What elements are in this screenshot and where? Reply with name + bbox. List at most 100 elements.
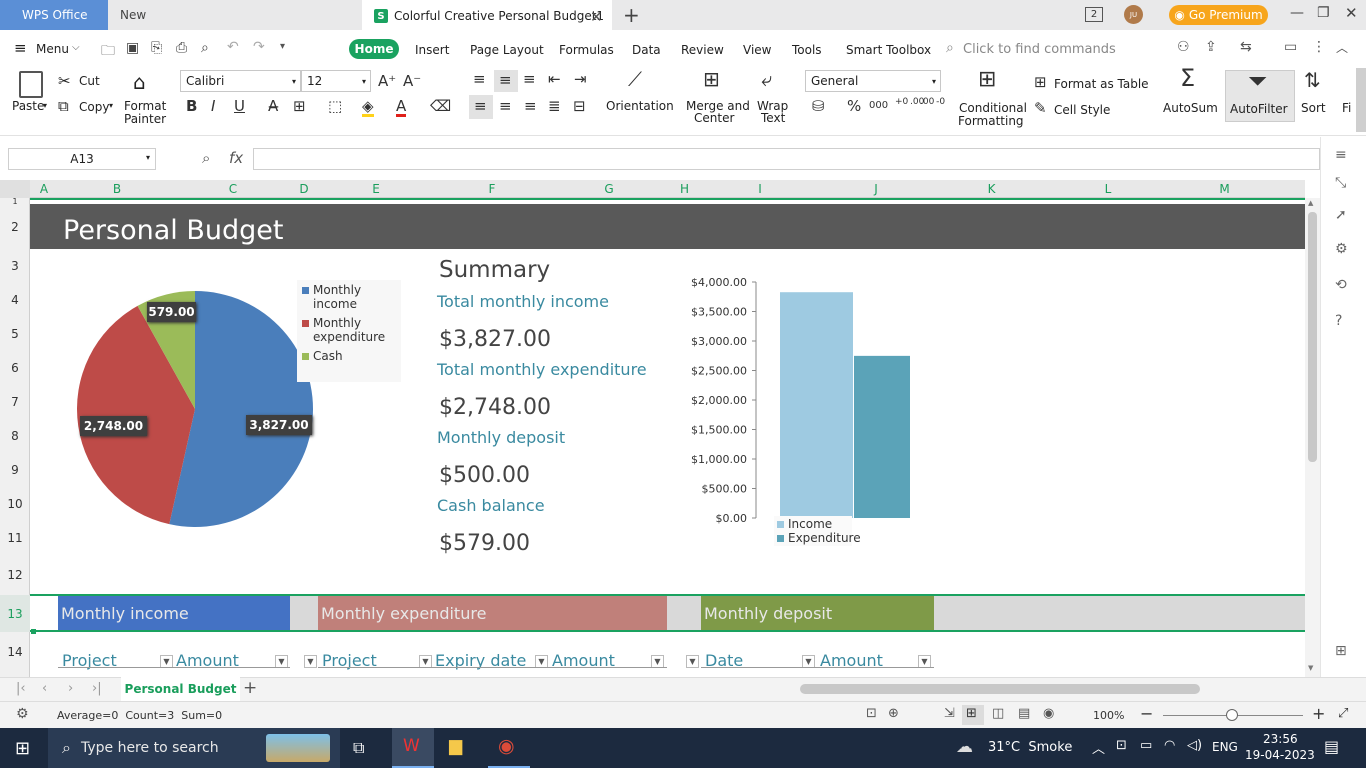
tab-smart-toolbox[interactable]: Smart Toolbox <box>846 43 932 57</box>
fill-color-icon[interactable]: ◈ <box>362 97 374 117</box>
column-header[interactable]: B <box>112 182 122 196</box>
taskbar-wps-app[interactable]: W <box>392 728 434 768</box>
sort-icon[interactable]: ⇅ <box>1304 68 1321 92</box>
font-size-select[interactable]: 12 ▾ <box>301 70 371 92</box>
bar-expenditure[interactable] <box>854 355 910 518</box>
merge-center-label-2[interactable]: Center <box>694 111 735 125</box>
print-icon[interactable]: ⎙ <box>176 40 188 56</box>
worksheet[interactable]: Personal Budget Monthly income Monthly e… <box>30 198 1305 677</box>
menu-button[interactable]: Menu <box>36 42 69 56</box>
band-monthly-income[interactable]: Monthly income <box>58 596 290 630</box>
battery-icon[interactable]: ▭ <box>1140 738 1153 753</box>
comment-icon[interactable]: ▭ <box>1284 39 1298 55</box>
protect-icon[interactable]: ⊡ <box>866 706 877 721</box>
merge-center-label-1[interactable]: Merge and <box>686 99 750 113</box>
close-window-icon[interactable]: ✕ <box>1345 4 1358 22</box>
collapse-ribbon-icon[interactable]: ︿ <box>1336 41 1349 55</box>
last-sheet-icon[interactable]: ›| <box>92 681 102 696</box>
weather-icon[interactable]: ☁ <box>956 737 973 757</box>
clock-date[interactable]: 19-04-2023 <box>1245 748 1315 762</box>
page-break-view-icon[interactable]: ▤ <box>1018 706 1031 721</box>
formula-input[interactable] <box>253 148 1320 170</box>
panel-transform-icon[interactable]: ⤡ <box>1335 175 1347 191</box>
number-format-select[interactable]: General ▾ <box>805 70 941 92</box>
column-header[interactable]: L <box>1104 182 1112 196</box>
clock-time[interactable]: 23:56 <box>1263 732 1298 746</box>
orientation-button[interactable]: Orientation <box>606 99 674 113</box>
open-folder-icon[interactable]: 🗀 <box>101 43 115 59</box>
strikethrough-icon[interactable]: A̶ <box>268 97 279 115</box>
zoom-in-icon[interactable]: + <box>1312 704 1326 723</box>
weather-text[interactable]: 31°C Smoke <box>988 740 1073 755</box>
close-tab-icon[interactable]: ✕ <box>590 8 603 26</box>
column-header[interactable]: J <box>874 182 878 196</box>
tab-review[interactable]: Review <box>681 43 724 57</box>
zoom-level[interactable]: 100% <box>1093 709 1125 722</box>
align-top-icon[interactable]: ≡ <box>473 70 486 88</box>
eye-protection-icon[interactable]: ◉ <box>1043 706 1055 721</box>
panel-menu-icon[interactable]: ≡ <box>1335 147 1347 163</box>
fill-button[interactable]: Fi <box>1342 101 1352 115</box>
filter-dropdown-icon[interactable]: ▼ <box>686 655 699 668</box>
panel-select-icon[interactable]: ➚ <box>1335 207 1347 223</box>
ribbon-scroll[interactable] <box>1356 68 1366 132</box>
column-header[interactable]: C <box>228 182 238 196</box>
column-header[interactable]: A <box>39 182 49 196</box>
filter-dropdown-icon[interactable]: ▼ <box>535 655 548 668</box>
tab-tools[interactable]: Tools <box>792 43 822 57</box>
column-header[interactable]: G <box>604 182 614 196</box>
wrap-text-label-1[interactable]: Wrap <box>757 99 789 113</box>
font-color-icon[interactable]: A <box>396 97 407 117</box>
bar-income[interactable] <box>780 292 853 518</box>
paste-icon[interactable] <box>19 71 43 98</box>
cell-a13[interactable] <box>30 596 58 630</box>
name-box[interactable]: A13 ▾ <box>8 148 156 170</box>
borders-icon[interactable]: ⊞ <box>293 97 306 115</box>
pie-slice-income[interactable] <box>169 291 313 527</box>
vertical-scroll-thumb[interactable] <box>1308 212 1317 462</box>
row-header[interactable]: 1 <box>12 196 18 206</box>
zoom-formula-icon[interactable]: ⌕ <box>202 149 211 167</box>
row-header[interactable]: 9 <box>11 463 19 477</box>
cross-hair-icon[interactable]: ⊕ <box>888 706 899 721</box>
format-painter-label-2[interactable]: Painter <box>124 112 167 126</box>
cell-style-button[interactable]: Cell Style <box>1054 103 1111 117</box>
row-header[interactable]: 3 <box>11 259 19 273</box>
command-search[interactable]: Click to find commands <box>963 42 1116 57</box>
font-name-select[interactable]: Calibri ▾ <box>180 70 301 92</box>
print-preview-icon[interactable]: ⌕ <box>201 40 209 56</box>
language-indicator[interactable]: ENG <box>1212 740 1238 754</box>
redo-icon[interactable]: ↷ <box>253 39 265 55</box>
distributed-icon[interactable]: ⊟ <box>573 97 586 115</box>
row-header[interactable]: 10 <box>7 497 23 511</box>
tab-insert[interactable]: Insert <box>415 43 450 57</box>
chevron-down-icon[interactable]: ⌵ <box>72 42 80 53</box>
show-hidden-icons[interactable]: ︿ <box>1092 742 1106 757</box>
column-header[interactable]: M <box>1219 182 1230 196</box>
minimize-icon[interactable]: — <box>1290 5 1304 21</box>
scroll-up-icon[interactable]: ▲ <box>1308 199 1314 207</box>
taskbar-explorer-app[interactable]: ▆ <box>438 728 480 768</box>
align-right-icon[interactable]: ≡ <box>524 97 537 115</box>
column-header[interactable]: F <box>488 182 496 196</box>
volume-icon[interactable]: ◁) <box>1187 738 1203 753</box>
conditional-formatting-icon[interactable]: ⊞ <box>978 67 997 92</box>
row-header[interactable]: 5 <box>11 327 19 341</box>
hamburger-icon[interactable]: ≡ <box>14 39 27 57</box>
format-as-table-button[interactable]: Format as Table <box>1054 77 1149 91</box>
bold-icon[interactable]: B <box>186 97 198 115</box>
decrease-decimal-icon[interactable]: .00 -0 <box>920 97 946 107</box>
customize-icon[interactable]: ▾ <box>280 41 286 52</box>
tab-page-layout[interactable]: Page Layout <box>470 43 544 57</box>
fullscreen-icon[interactable]: ⤢ <box>1338 706 1349 721</box>
panel-grid-icon[interactable]: ⊞ <box>1335 643 1347 659</box>
undo-icon[interactable]: ↶ <box>227 39 239 55</box>
restore-icon[interactable]: ❐ <box>1317 5 1330 21</box>
orientation-icon[interactable]: ⟋ <box>628 67 642 91</box>
notifications-icon[interactable]: ▤ <box>1324 737 1340 756</box>
band-monthly-expenditure[interactable]: Monthly expenditure <box>318 596 667 630</box>
column-header[interactable]: K <box>987 182 996 196</box>
increase-indent-icon[interactable]: ⇥ <box>574 70 587 88</box>
meet-now-icon[interactable]: ⊡ <box>1116 738 1127 753</box>
cell-shading-icon[interactable]: ⬚ <box>328 97 343 115</box>
